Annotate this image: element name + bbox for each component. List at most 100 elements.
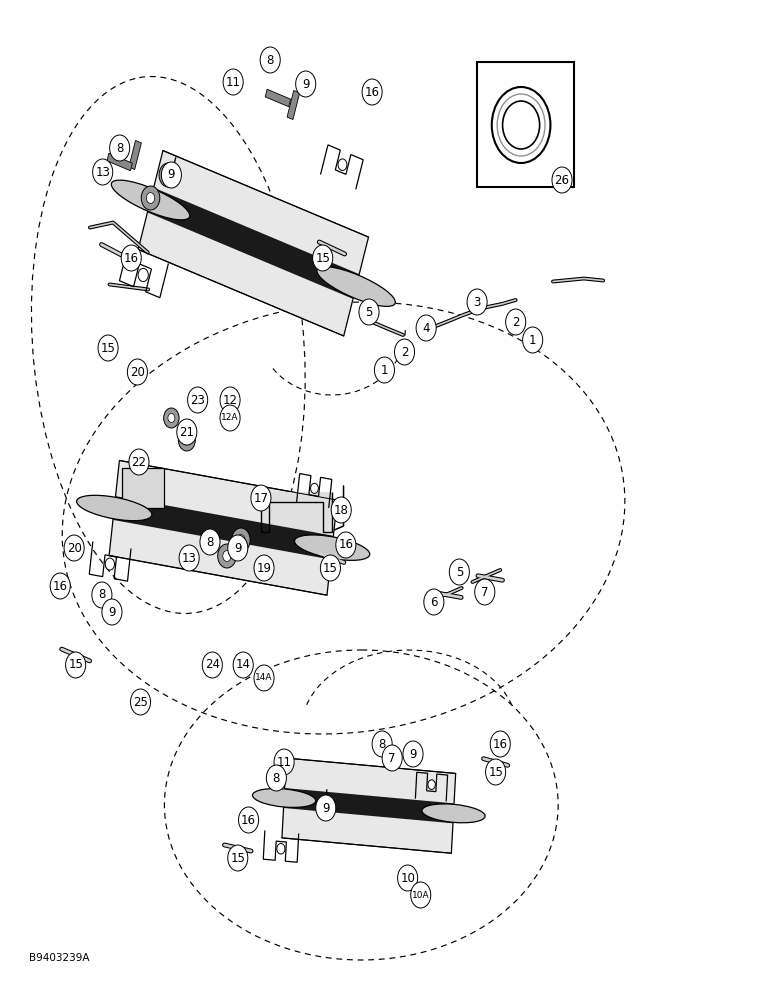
Circle shape (416, 315, 436, 341)
Circle shape (130, 689, 151, 715)
Text: 4: 4 (422, 322, 430, 334)
Circle shape (164, 408, 179, 428)
Text: 7: 7 (388, 752, 396, 764)
Circle shape (394, 339, 415, 365)
Text: 9: 9 (168, 168, 175, 182)
Circle shape (161, 162, 181, 188)
Text: B9403239A: B9403239A (29, 953, 90, 963)
Circle shape (260, 47, 280, 73)
Bar (122, 468, 164, 508)
Text: 15: 15 (488, 766, 503, 778)
Circle shape (552, 167, 572, 193)
Text: 8: 8 (116, 141, 124, 154)
Text: 15: 15 (100, 342, 116, 355)
Polygon shape (147, 188, 359, 299)
Text: 8: 8 (378, 738, 386, 750)
Polygon shape (266, 89, 290, 107)
Circle shape (233, 652, 253, 678)
Text: 10A: 10A (412, 890, 429, 900)
Text: 16: 16 (364, 86, 380, 99)
Text: 8: 8 (266, 53, 274, 66)
Circle shape (313, 245, 333, 271)
Circle shape (403, 741, 423, 767)
Circle shape (266, 765, 286, 791)
Circle shape (490, 731, 510, 757)
Circle shape (188, 387, 208, 413)
Text: 14: 14 (235, 658, 251, 672)
Circle shape (93, 159, 113, 185)
Text: 5: 5 (455, 566, 463, 578)
Text: 25: 25 (133, 696, 148, 708)
Circle shape (168, 414, 174, 422)
Circle shape (277, 843, 285, 854)
Text: 14A: 14A (256, 674, 273, 682)
Text: 26: 26 (554, 174, 570, 186)
Circle shape (374, 357, 394, 383)
Text: 12: 12 (222, 393, 238, 406)
Ellipse shape (422, 804, 485, 823)
Text: 13: 13 (181, 552, 197, 564)
Circle shape (398, 865, 418, 891)
Circle shape (127, 359, 147, 385)
Circle shape (200, 529, 220, 555)
Text: 9: 9 (302, 78, 310, 91)
Circle shape (331, 497, 351, 523)
Circle shape (110, 135, 130, 161)
Text: 12A: 12A (222, 414, 239, 422)
Circle shape (237, 535, 245, 545)
Circle shape (138, 268, 148, 282)
Text: 8: 8 (206, 536, 214, 548)
Text: 9: 9 (234, 542, 242, 554)
Circle shape (428, 780, 435, 789)
Circle shape (232, 528, 250, 552)
Circle shape (102, 599, 122, 625)
Circle shape (254, 665, 274, 691)
Circle shape (223, 551, 231, 561)
Ellipse shape (317, 267, 395, 306)
Circle shape (66, 652, 86, 678)
Circle shape (362, 79, 382, 105)
Text: 23: 23 (190, 393, 205, 406)
Text: 1: 1 (529, 334, 537, 347)
Circle shape (338, 159, 347, 170)
Text: 8: 8 (98, 588, 106, 601)
Circle shape (223, 69, 243, 95)
Text: 10: 10 (400, 871, 415, 884)
Text: 11: 11 (225, 76, 241, 89)
Text: 15: 15 (68, 658, 83, 672)
Circle shape (98, 335, 118, 361)
Text: 9: 9 (108, 605, 116, 618)
Polygon shape (320, 800, 331, 816)
Circle shape (336, 532, 356, 558)
Polygon shape (261, 492, 332, 532)
Polygon shape (109, 460, 337, 595)
Ellipse shape (294, 535, 370, 560)
Text: 11: 11 (276, 756, 292, 768)
Text: 20: 20 (66, 542, 82, 554)
Circle shape (228, 845, 248, 871)
Polygon shape (287, 90, 300, 120)
Circle shape (178, 429, 195, 451)
Ellipse shape (252, 789, 316, 807)
Circle shape (179, 545, 199, 571)
Text: 5: 5 (365, 306, 373, 318)
Text: 15: 15 (315, 251, 330, 264)
Text: 20: 20 (130, 365, 145, 378)
Text: 6: 6 (430, 595, 438, 608)
Circle shape (475, 579, 495, 605)
Circle shape (320, 555, 340, 581)
Polygon shape (283, 788, 454, 823)
Circle shape (92, 582, 112, 608)
Bar (477, 62, 574, 187)
Text: 16: 16 (124, 251, 139, 264)
Circle shape (220, 387, 240, 413)
Circle shape (411, 882, 431, 908)
Polygon shape (282, 758, 455, 853)
Text: 24: 24 (205, 658, 220, 672)
Circle shape (274, 749, 294, 775)
Circle shape (506, 309, 526, 335)
Text: 1: 1 (381, 363, 388, 376)
Polygon shape (107, 153, 132, 171)
Circle shape (251, 485, 271, 511)
Circle shape (218, 544, 236, 568)
